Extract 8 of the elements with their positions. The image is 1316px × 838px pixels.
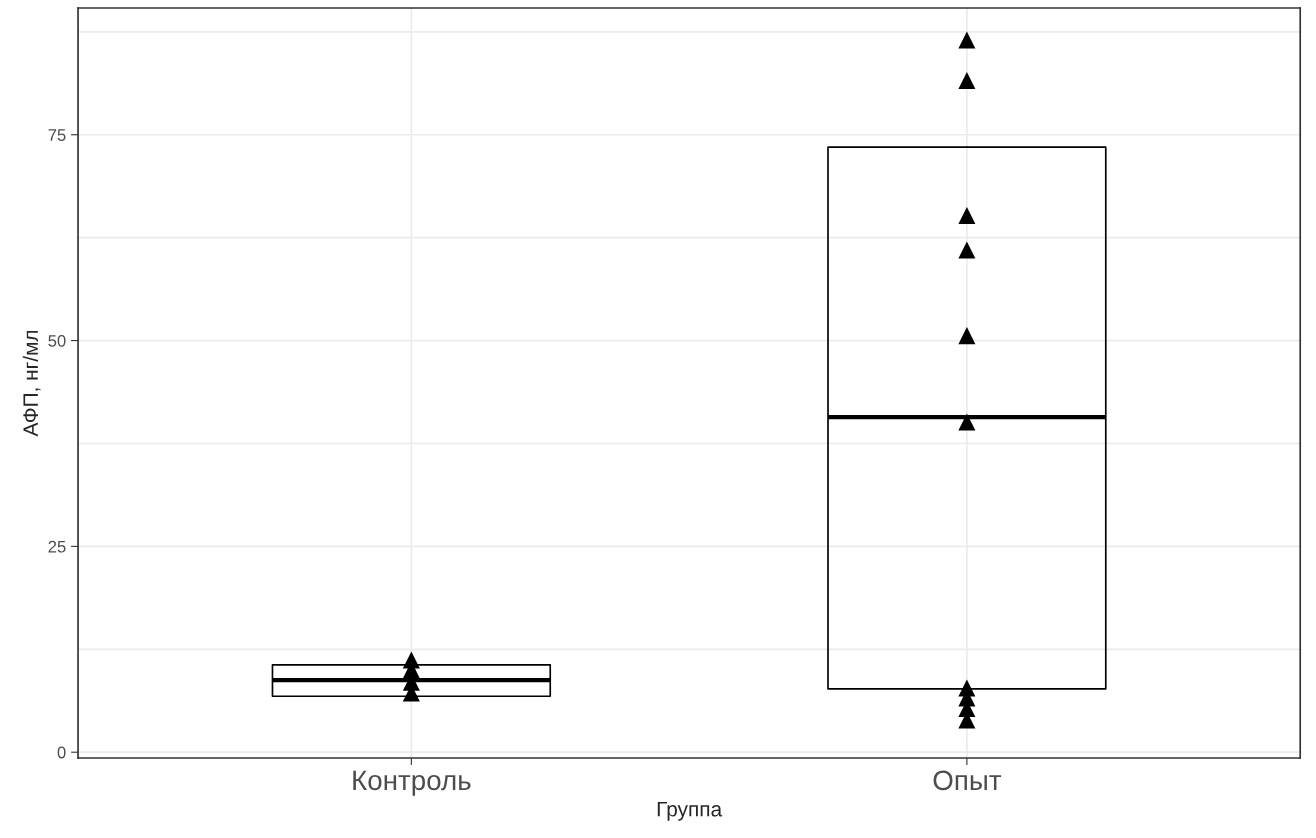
y-tick-label: 0 (57, 746, 66, 759)
y-tick-label: 75 (48, 129, 66, 141)
y-axis-title: АФП, нг/мл (22, 330, 41, 437)
x-tick-label: Опыт (933, 770, 1002, 791)
y-tick-label: 50 (48, 334, 66, 347)
x-tick-label: Контроль (353, 770, 471, 796)
y-tick-label: 25 (48, 540, 66, 553)
x-axis-title: Группа (657, 801, 723, 821)
